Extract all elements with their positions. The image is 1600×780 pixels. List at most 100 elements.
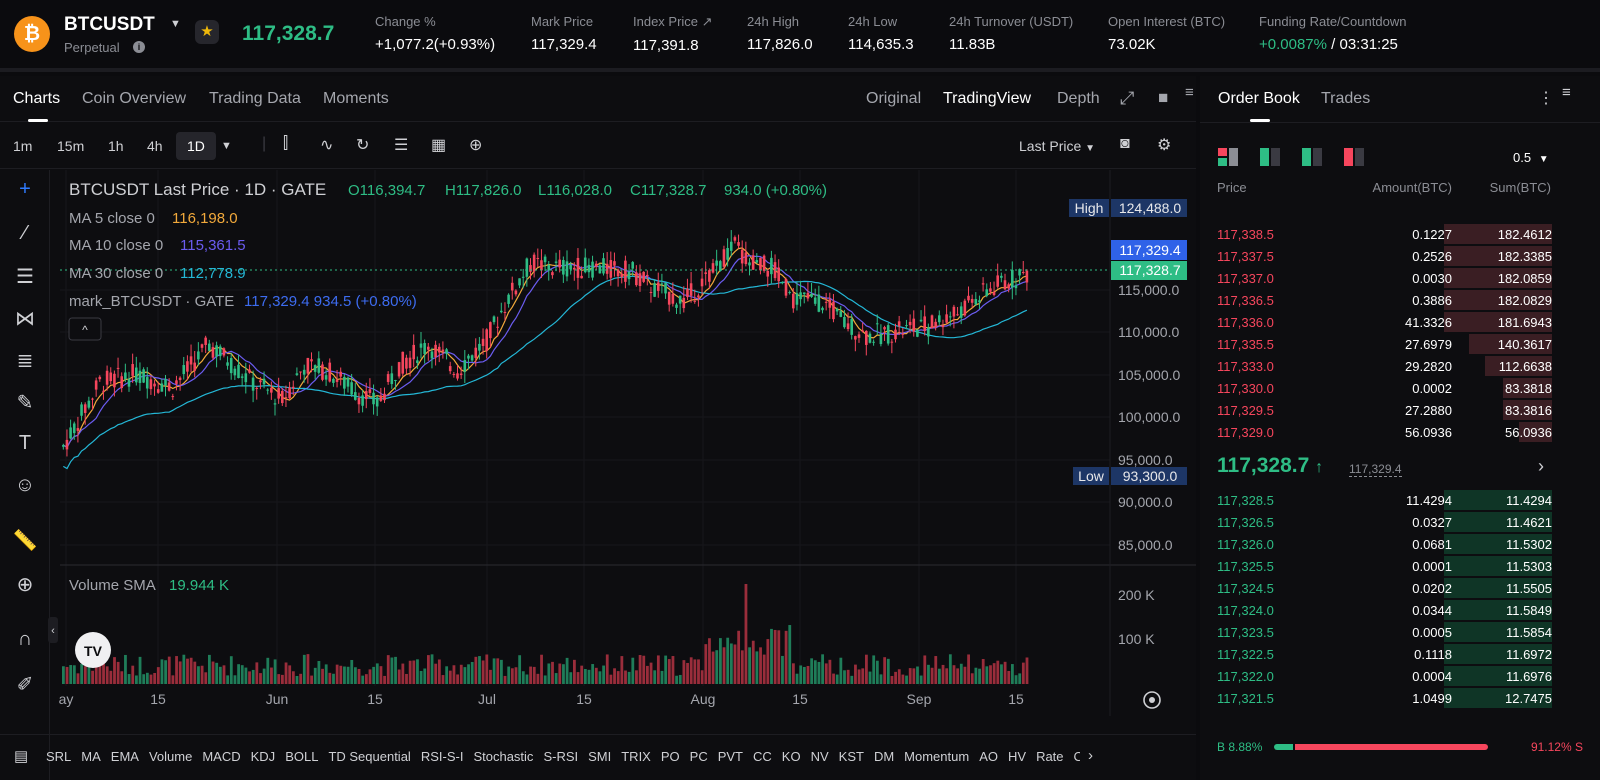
chevron-down-icon[interactable]: ▼ (221, 140, 232, 152)
pattern-tool-icon[interactable]: ⋈ (15, 308, 35, 330)
indicator-item[interactable]: NV (810, 749, 829, 764)
ask-row[interactable]: 117,333.0 29.2820 112.6638 (1200, 355, 1572, 377)
ask-row[interactable]: 117,338.5 0.1227 182.4612 (1200, 223, 1572, 245)
indicator-item[interactable]: RSI-S-I (420, 749, 464, 764)
indicator-item[interactable]: BOLL (285, 749, 319, 764)
ask-price[interactable]: 117,336.5 (1217, 293, 1274, 308)
indicator-item[interactable]: KST (838, 749, 864, 764)
chevron-up-icon[interactable]: ^ (82, 323, 88, 337)
tab-original[interactable]: Original (866, 90, 922, 107)
bid-price[interactable]: 117,322.0 (1217, 669, 1274, 684)
indicator-item[interactable]: TD Sequential (328, 749, 411, 764)
square-icon[interactable]: ■ (1158, 88, 1169, 107)
horizontal-lines-icon[interactable]: ☰ (16, 266, 34, 288)
ask-row[interactable]: 117,336.5 0.3886 182.0829 (1200, 289, 1572, 311)
indicator-item[interactable]: HV (1008, 749, 1027, 764)
ask-price[interactable]: 117,329.5 (1217, 403, 1274, 418)
ask-row[interactable]: 117,337.5 0.2526 182.3385 (1200, 245, 1572, 267)
view-bids-icon[interactable] (1260, 148, 1280, 166)
magnet-icon[interactable]: ∩ (17, 628, 33, 650)
bid-price[interactable]: 117,328.5 (1217, 493, 1274, 508)
chevron-right-icon[interactable]: › (1088, 747, 1093, 764)
indicator-item[interactable]: DM (873, 749, 895, 764)
bid-price[interactable]: 117,324.5 (1217, 581, 1274, 596)
indicator-item[interactable]: EMA (110, 749, 139, 764)
chevron-down-icon[interactable]: ▼ (170, 18, 181, 30)
tab-trades[interactable]: Trades (1321, 90, 1371, 107)
ask-price[interactable]: 117,336.0 (1217, 315, 1274, 330)
trend-line-icon[interactable]: ⁄ (23, 222, 27, 244)
indicator-item[interactable]: Volume (148, 749, 193, 764)
more-options-icon[interactable]: ⋮ (1538, 90, 1554, 107)
price-chart[interactable]: BTCUSDT Last Price · 1D · GATE O116,394.… (0, 76, 1196, 734)
tab-moments[interactable]: Moments (323, 90, 389, 107)
timeframe-1h[interactable]: 1h (108, 138, 124, 154)
ask-row[interactable]: 117,329.0 56.0936 56.0936 (1200, 421, 1572, 443)
ask-row[interactable]: 117,329.5 27.2880 83.3816 (1200, 399, 1572, 421)
expand-icon[interactable]: ⤢ (1120, 88, 1135, 108)
indicator-item[interactable]: KO (781, 749, 801, 764)
bid-row[interactable]: 117,328.5 11.4294 11.4294 (1200, 489, 1572, 511)
stat-label[interactable]: Funding Rate/Countdown (1259, 14, 1407, 29)
tab-depth[interactable]: Depth (1057, 90, 1100, 107)
info-icon[interactable]: i (133, 41, 145, 53)
indicators-icon[interactable]: ∿ (320, 137, 334, 154)
crosshair-icon[interactable]: + (19, 178, 31, 200)
favorite-star-button[interactable]: ★ (195, 20, 219, 44)
indicator-item[interactable]: CC (753, 749, 772, 764)
templates-icon[interactable]: ☰ (394, 137, 409, 154)
bid-row[interactable]: 117,322.5 0.1118 11.6972 (1200, 643, 1572, 665)
fib-tool-icon[interactable]: ≣ (16, 350, 34, 372)
bid-price[interactable]: 117,322.5 (1217, 647, 1274, 662)
menu-icon[interactable]: ≡ (1562, 84, 1571, 101)
layout-grid-icon[interactable]: ▦ (431, 137, 447, 154)
brush-icon[interactable]: ✎ (16, 392, 34, 414)
indicator-item[interactable]: MA (81, 749, 101, 764)
ask-price[interactable]: 117,337.5 (1217, 249, 1274, 264)
menu-icon[interactable]: ≡ (1185, 84, 1194, 101)
bid-price[interactable]: 117,326.5 (1217, 515, 1274, 530)
view-both-icon[interactable] (1218, 148, 1238, 166)
bid-row[interactable]: 117,324.5 0.0202 11.5505 (1200, 577, 1572, 599)
bid-price[interactable]: 117,325.5 (1217, 559, 1274, 574)
tab-trading-data[interactable]: Trading Data (209, 90, 301, 107)
tab-charts[interactable]: Charts (13, 90, 61, 107)
stat-index-price[interactable]: Index Price ↗ 117,391.8 (633, 14, 713, 54)
indicator-item[interactable]: AO (979, 749, 998, 764)
chevron-right-icon[interactable]: › (1538, 456, 1544, 476)
calendar-icon[interactable]: ▤ (14, 748, 29, 765)
bid-price[interactable]: 117,323.5 (1217, 625, 1274, 640)
view-asks-icon[interactable] (1344, 148, 1364, 166)
ask-row[interactable]: 117,335.5 27.6979 140.3617 (1200, 333, 1572, 355)
symbol-selector[interactable]: BTCUSDT (64, 14, 155, 35)
indicator-item[interactable]: SRL (46, 749, 72, 764)
indicator-item[interactable]: Momentum (904, 749, 970, 764)
bid-row[interactable]: 117,323.5 0.0005 11.5854 (1200, 621, 1572, 643)
bid-price[interactable]: 117,321.5 (1217, 691, 1274, 706)
emoji-icon[interactable]: ☺ (14, 474, 36, 496)
bid-row[interactable]: 117,326.5 0.0327 11.4621 (1200, 511, 1572, 533)
bid-price[interactable]: 117,324.0 (1217, 603, 1274, 618)
ask-price[interactable]: 117,329.0 (1217, 425, 1274, 440)
timeframe-1m[interactable]: 1m (13, 138, 33, 154)
ask-row[interactable]: 117,337.0 0.0030 182.0859 (1200, 267, 1572, 289)
ask-price[interactable]: 117,338.5 (1217, 227, 1274, 242)
bid-row[interactable]: 117,321.5 1.0499 12.7475 (1200, 687, 1572, 709)
bid-row[interactable]: 117,324.0 0.0344 11.5849 (1200, 599, 1572, 621)
add-circle-icon[interactable]: ⊕ (469, 137, 483, 154)
indicator-item[interactable]: TRIX (621, 749, 651, 764)
ask-price[interactable]: 117,335.5 (1217, 337, 1274, 352)
stat-funding-rate[interactable]: Funding Rate/Countdown +0.0087% / 03:31:… (1259, 14, 1406, 53)
lock-drawing-icon[interactable]: ✐ (16, 674, 34, 696)
bid-row[interactable]: 117,326.0 0.0681 11.5302 (1200, 533, 1572, 555)
indicator-item[interactable]: PC (689, 749, 708, 764)
indicator-item[interactable]: PVT (717, 749, 744, 764)
tab-order-book[interactable]: Order Book (1218, 90, 1300, 107)
ask-price[interactable]: 117,337.0 (1217, 271, 1274, 286)
indicator-item[interactable]: SMI (588, 749, 612, 764)
bid-row[interactable]: 117,322.0 0.0004 11.6976 (1200, 665, 1572, 687)
camera-icon[interactable]: ◙ (1120, 135, 1130, 152)
ask-price[interactable]: 117,333.0 (1217, 359, 1274, 374)
collapse-sidebar-button[interactable] (48, 617, 58, 643)
candlestick-type-icon[interactable]: ⫿ (283, 135, 289, 152)
